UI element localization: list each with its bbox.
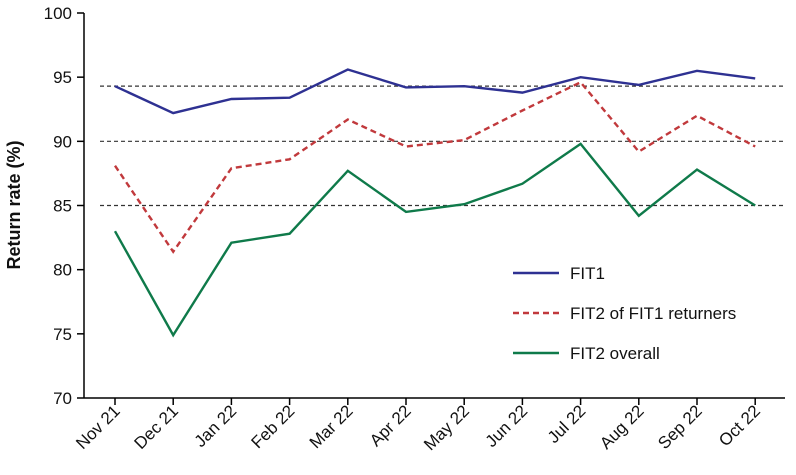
legend-label: FIT2 of FIT1 returners <box>570 304 736 323</box>
x-tick-label: Nov 21 <box>72 401 124 453</box>
x-tick-label: May 22 <box>420 401 473 454</box>
y-tick-label: 70 <box>53 389 72 408</box>
series-line-fit1 <box>114 68 756 115</box>
y-axis-title: Return rate (%) <box>4 140 24 269</box>
y-tick-label: 95 <box>53 68 72 87</box>
series-line-fit2-of-fit1-returners <box>114 80 756 254</box>
x-tick-label: Jan 22 <box>191 401 241 451</box>
x-tick-label: Jun 22 <box>482 401 532 451</box>
x-tick-label: Feb 22 <box>248 401 299 452</box>
x-tick-label: Oct 22 <box>715 401 764 450</box>
y-tick-label: 90 <box>53 132 72 151</box>
y-tick-label: 80 <box>53 261 72 280</box>
x-tick-label: Jul 22 <box>544 401 590 447</box>
y-tick-label: 85 <box>53 197 72 216</box>
legend-label: FIT1 <box>570 264 605 283</box>
y-ticks: 70 75 80 85 90 95 100 <box>44 4 84 408</box>
x-ticks: Nov 21 Dec 21 Jan 22 Feb 22 Mar 22 Apr 22 May … <box>72 398 764 454</box>
y-tick-label: 100 <box>44 4 72 23</box>
legend-label: FIT2 overall <box>570 344 660 363</box>
legend: FIT1 FIT2 of FIT1 returners FIT2 overall <box>513 264 736 363</box>
x-tick-label: Aug 22 <box>596 401 648 453</box>
reference-lines <box>100 85 785 207</box>
axes <box>83 13 785 399</box>
x-tick-label: Apr 22 <box>366 401 415 450</box>
x-tick-label: Sep 22 <box>654 401 706 453</box>
x-tick-label: Dec 21 <box>130 401 182 453</box>
y-tick-label: 75 <box>53 325 72 344</box>
series-lines <box>113 68 756 338</box>
x-tick-label: Mar 22 <box>306 401 357 452</box>
series-line-fit2-overall <box>113 142 756 338</box>
